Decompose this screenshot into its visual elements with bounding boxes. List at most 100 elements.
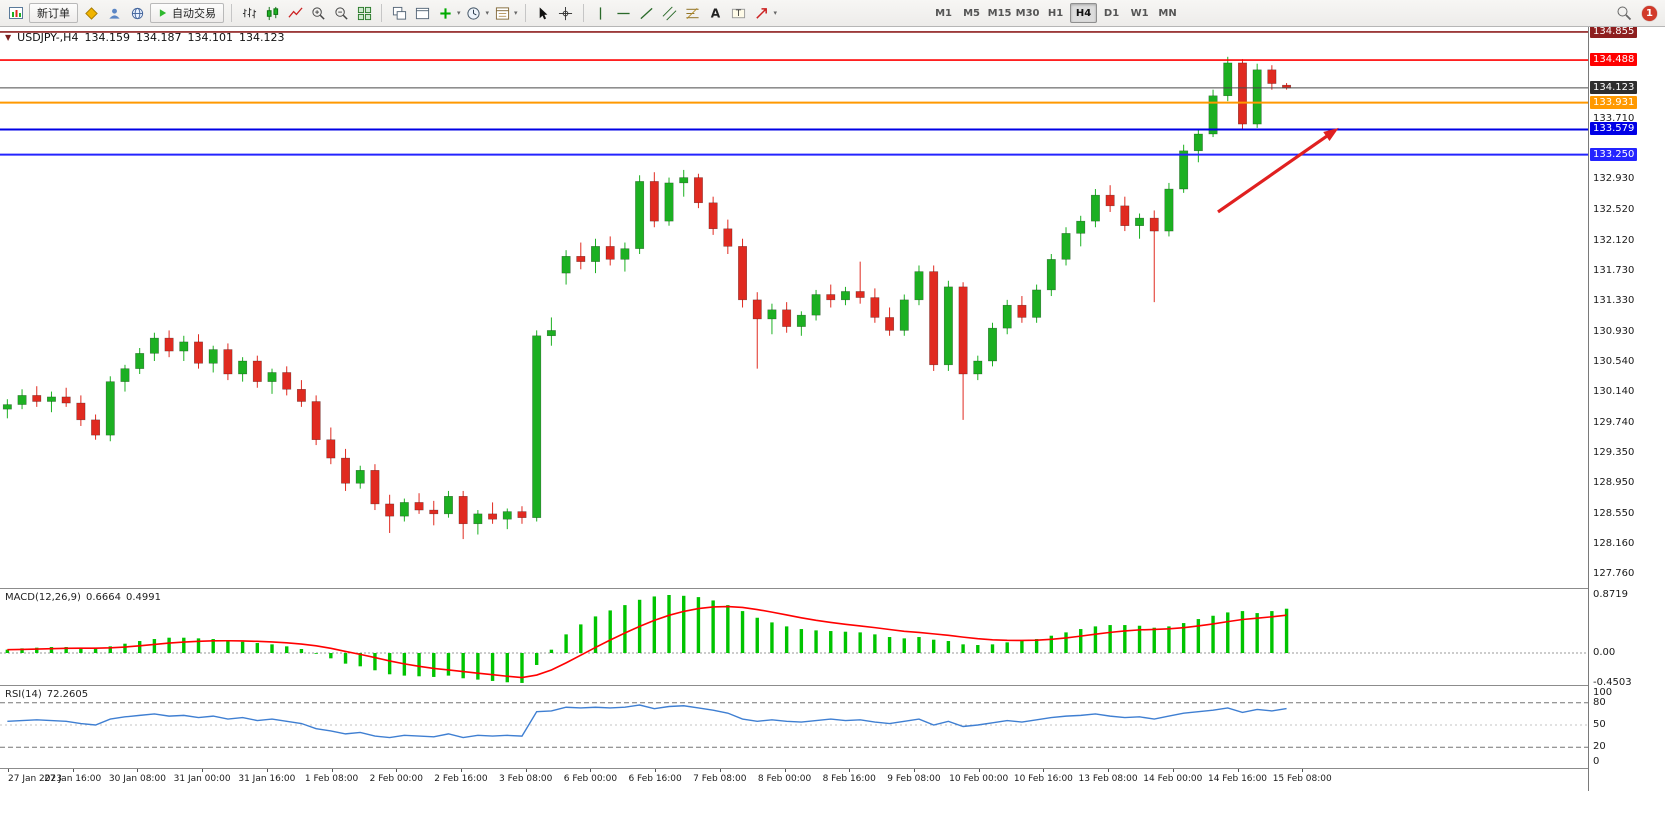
time-axis-tick — [266, 769, 268, 772]
metaeditor-icon[interactable] — [81, 3, 101, 23]
horizontal-line-tool-icon[interactable] — [614, 3, 634, 23]
rsi-label: RSI(14) 72.2605 — [5, 689, 88, 700]
time-axis[interactable]: 27 Jan 2023 27 Jan 16:00 30 Jan 08:00 31 Ja… — [0, 769, 1588, 791]
trendline-tool-icon[interactable] — [637, 3, 657, 23]
timeframe-button-W1[interactable]: W1 — [1130, 7, 1149, 19]
templates-icon[interactable] — [492, 3, 512, 23]
candle — [723, 228, 733, 247]
macd-histogram-bar — [608, 610, 612, 653]
tile-windows-icon[interactable] — [354, 3, 374, 23]
community-icon[interactable] — [127, 3, 147, 23]
timeframe-button-M1[interactable]: M1 — [935, 7, 953, 19]
line-price-badge[interactable]: 134.855 — [1590, 24, 1638, 38]
macd-panel[interactable] — [0, 589, 1588, 686]
price-scale-label: 128.950 — [1593, 477, 1635, 489]
macd-histogram-bar — [5, 649, 10, 653]
candle — [664, 182, 674, 222]
time-axis-tick — [1237, 769, 1239, 772]
price-chart-panel[interactable] — [0, 27, 1588, 589]
rsi-canvas[interactable] — [0, 686, 1588, 768]
zoom-in-icon[interactable] — [308, 3, 328, 23]
macd-histogram-bar — [108, 646, 112, 653]
arrange-windows-icon[interactable] — [412, 3, 432, 23]
rsi-scale-label: 0 — [1593, 756, 1600, 767]
periods-caret-icon[interactable]: ▾ — [485, 9, 490, 17]
timeframe-button-MN[interactable]: MN — [1158, 7, 1177, 19]
macd-histogram-bar — [461, 653, 465, 679]
timeframe-button-M15[interactable]: M15 — [987, 7, 1012, 19]
autotrade-label: 自动交易 — [172, 7, 216, 20]
macd-histogram-bar — [1093, 626, 1098, 653]
macd-main-value: 0.6664 — [85, 592, 121, 603]
vertical-line-tool-icon[interactable] — [591, 3, 611, 23]
line-price-badge[interactable]: 133.250 — [1590, 147, 1638, 161]
text-tool-icon[interactable]: A — [706, 3, 726, 23]
macd-histogram-bar — [49, 647, 54, 653]
timeframe-button-M30[interactable]: M30 — [1015, 7, 1040, 19]
time-axis-tick — [1043, 769, 1045, 772]
arrows-caret-icon[interactable]: ▾ — [773, 9, 778, 17]
chart-window[interactable]: ▼ USDJPY-,H4 134.159 134.187 134.101 134… — [0, 24, 1665, 839]
line-price-badge[interactable]: 133.579 — [1590, 122, 1638, 136]
time-axis-label: 6 Feb 00:00 — [563, 774, 618, 784]
price-scale-label: 133.710 — [1593, 113, 1635, 125]
time-axis-label: 10 Feb 16:00 — [1013, 774, 1073, 784]
timeframe-button-M5[interactable]: M5 — [963, 7, 981, 19]
add-indicator-icon[interactable] — [435, 3, 455, 23]
candle — [1252, 69, 1262, 125]
line-price-badge[interactable]: 134.488 — [1590, 53, 1638, 67]
cascade-windows-icon[interactable] — [389, 3, 409, 23]
crosshair-icon[interactable] — [556, 3, 576, 23]
macd-histogram-bar — [696, 597, 701, 653]
periods-icon[interactable] — [464, 3, 484, 23]
profile-icon[interactable] — [104, 3, 124, 23]
line-chart-icon[interactable] — [285, 3, 305, 23]
time-axis-label: 6 Feb 16:00 — [628, 774, 682, 784]
arrows-tool-icon[interactable] — [752, 3, 772, 23]
macd-canvas[interactable] — [0, 589, 1588, 685]
price-scale[interactable]: 133.710 132.930 132.520 132.120 131.730 131.3… — [1589, 24, 1665, 791]
zoom-out-icon[interactable] — [331, 3, 351, 23]
one-click-trading-toggle-icon[interactable]: ▼ — [5, 33, 12, 42]
fibonacci-tool-icon[interactable] — [683, 3, 703, 23]
line-price-badge[interactable]: 133.931 — [1590, 95, 1638, 109]
autotrade-button[interactable]: 自动交易 — [150, 3, 224, 23]
macd-histogram-bar — [137, 641, 142, 653]
chart-window-icon[interactable] — [6, 3, 26, 23]
time-axis-tick — [1172, 769, 1174, 772]
timeframe-button-H4[interactable]: H4 — [1070, 3, 1098, 23]
candle — [1120, 205, 1130, 226]
candle — [1179, 150, 1189, 190]
trend-arrow-annotation[interactable] — [1217, 127, 1339, 214]
add-indicator-caret-icon[interactable]: ▾ — [457, 9, 461, 17]
candles-layer — [2, 56, 1292, 540]
chart-open-value: 134.159 — [84, 31, 130, 44]
templates-caret-icon[interactable]: ▾ — [514, 9, 518, 17]
candlestick-chart-icon[interactable] — [262, 3, 282, 23]
candle — [1149, 217, 1159, 232]
price-scale-label: 132.520 — [1593, 204, 1635, 216]
timeframe-button-H1[interactable]: H1 — [1047, 7, 1064, 19]
macd-histogram-bar — [1284, 608, 1289, 653]
candle — [311, 401, 321, 440]
notification-badge[interactable]: 1 — [1642, 5, 1657, 21]
chart-symbol-period: USDJPY-,H4 — [17, 31, 79, 44]
bar-chart-icon[interactable] — [239, 3, 259, 23]
macd-histogram-bar — [829, 631, 833, 653]
candle — [958, 286, 968, 375]
rsi-panel[interactable] — [0, 686, 1588, 769]
candle — [341, 457, 350, 484]
candle — [1105, 194, 1115, 207]
new-order-button[interactable]: 新订单 — [29, 3, 78, 23]
text-label-tool-icon[interactable]: T — [729, 3, 749, 23]
price-scale-label: 132.120 — [1593, 235, 1635, 246]
price-chart-canvas[interactable] — [0, 27, 1588, 588]
time-axis-label: 14 Feb 16:00 — [1207, 774, 1268, 784]
channel-tool-icon[interactable] — [660, 3, 680, 23]
candle — [252, 360, 262, 382]
candle — [149, 337, 159, 354]
cursor-icon[interactable] — [533, 3, 553, 23]
timeframe-button-D1[interactable]: D1 — [1103, 7, 1120, 19]
search-icon[interactable] — [1614, 3, 1634, 23]
macd-histogram-bar — [887, 637, 892, 653]
